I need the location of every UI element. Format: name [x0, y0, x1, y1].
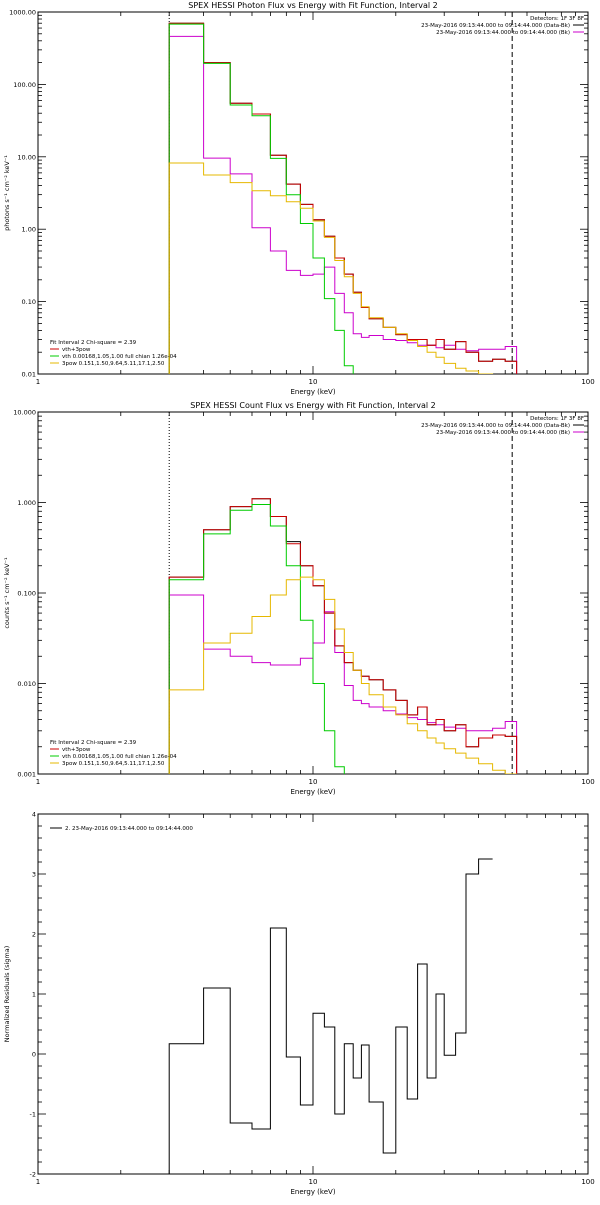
y-tick-label: -2	[30, 1171, 36, 1179]
y-tick-label: 4	[32, 811, 36, 819]
y-tick-label: 0.10	[22, 298, 36, 306]
x-tick-label: 1	[36, 1178, 40, 1186]
x-axis-label: Energy (keV)	[290, 1188, 335, 1196]
interval-label-bk: 23-May-2016 09:13:44.000 to 09:14:44.000…	[436, 430, 570, 436]
chart-panel-1: SPEX HESSI Photon Flux vs Energy with Fi…	[3, 1, 595, 396]
x-tick-label: 1	[36, 778, 40, 786]
axes-frame	[37, 813, 589, 1175]
fit-legend-label: vth 0.00168,1.05,1.00 full chian 1.26e-0…	[62, 354, 177, 360]
y-axis-label: counts s⁻¹ cm⁻² keV⁻¹	[3, 557, 11, 629]
series-group	[168, 858, 493, 1174]
series-data-bk	[168, 498, 518, 774]
chart-panel-3: 1 10 100 Energy (keV) -2 -1 0 1 2 3 4 Normalized Re…	[3, 811, 595, 1197]
x-axis-label: Energy (keV)	[290, 788, 335, 796]
interval-label-data: 23-May-2016 09:13:44.000 to 09:14:44.000…	[421, 423, 570, 429]
y-tick-label: 1	[32, 991, 36, 999]
series-group	[168, 498, 518, 774]
series-vth-3pow	[168, 22, 518, 374]
series-bk	[168, 594, 518, 774]
y-tick-label: 2	[32, 931, 36, 939]
y-tick-label: 0.001	[17, 771, 36, 779]
y-tick-label: 1.00	[22, 226, 36, 234]
y-tick-label: 1000.00	[9, 9, 36, 17]
detectors-label: Detectors: 1F 3F 8F	[530, 16, 584, 22]
fit-info-title: Fit Interval 2 Chi-square = 2.39	[50, 340, 137, 346]
fit-legend-label: 3pow 0.151,1.50,9.64,5.11,17.1,2.50	[62, 361, 165, 367]
interval-label-data: 23-May-2016 09:13:44.000 to 09:14:44.000…	[421, 23, 570, 29]
y-tick-label: 0	[32, 1051, 36, 1059]
y-tick-label: 10.000	[13, 409, 36, 417]
chart-panel-2: SPEX HESSI Count Flux vs Energy with Fit…	[3, 401, 595, 796]
x-axis-label: Energy (keV)	[290, 388, 335, 396]
axes-frame	[37, 411, 589, 775]
series-3pow	[168, 576, 518, 774]
y-tick-label: 0.01	[22, 371, 36, 379]
axes-frame	[37, 11, 589, 375]
x-tick-label: 100	[581, 378, 594, 386]
series-data-bk	[168, 22, 518, 374]
x-tick-label: 10	[309, 1178, 318, 1186]
fit-legend-label: 3pow 0.151,1.50,9.64,5.11,17.1,2.50	[62, 761, 165, 767]
residual-legend-label: 2. 23-May-2016 09:13:44.000 to 09:14:44.…	[65, 826, 193, 832]
series-residuals	[168, 858, 493, 1174]
y-axis-label: Normalized Residuals (sigma)	[3, 946, 11, 1043]
y-tick-label: 1.000	[17, 499, 36, 507]
x-tick-label: 1	[36, 378, 40, 386]
y-tick-label: 3	[32, 871, 36, 879]
series-3pow	[168, 162, 494, 374]
y-tick-label: 100.00	[13, 81, 36, 89]
chart-title: SPEX HESSI Count Flux vs Energy with Fit…	[190, 401, 435, 410]
y-tick-label: 0.010	[17, 680, 36, 688]
series-vth	[168, 23, 354, 374]
x-tick-label: 10	[309, 778, 318, 786]
fit-legend-label: vth+3pow	[62, 747, 91, 753]
y-tick-label: -1	[30, 1111, 36, 1119]
x-tick-label: 100	[581, 778, 594, 786]
y-tick-label: 10.00	[17, 153, 36, 161]
x-tick-label: 100	[581, 1178, 594, 1186]
x-tick-label: 10	[309, 378, 318, 386]
series-vth-3pow	[168, 498, 518, 774]
series-group	[168, 22, 518, 374]
fit-info-title: Fit Interval 2 Chi-square = 2.39	[50, 740, 137, 746]
fit-legend-label: vth 0.00168,1.05,1.00 full chian 1.26e-0…	[62, 754, 177, 760]
y-axis-label: photons s⁻¹ cm⁻² keV⁻¹	[3, 155, 11, 231]
chart-title: SPEX HESSI Photon Flux vs Energy with Fi…	[188, 1, 438, 10]
interval-label-bk: 23-May-2016 09:13:44.000 to 09:14:44.000…	[436, 30, 570, 36]
y-tick-label: 0.100	[17, 590, 36, 598]
series-vth	[168, 504, 345, 774]
fit-legend-label: vth+3pow	[62, 347, 91, 353]
detectors-label: Detectors: 1F 3F 8F	[530, 416, 584, 422]
series-bk	[168, 35, 518, 374]
